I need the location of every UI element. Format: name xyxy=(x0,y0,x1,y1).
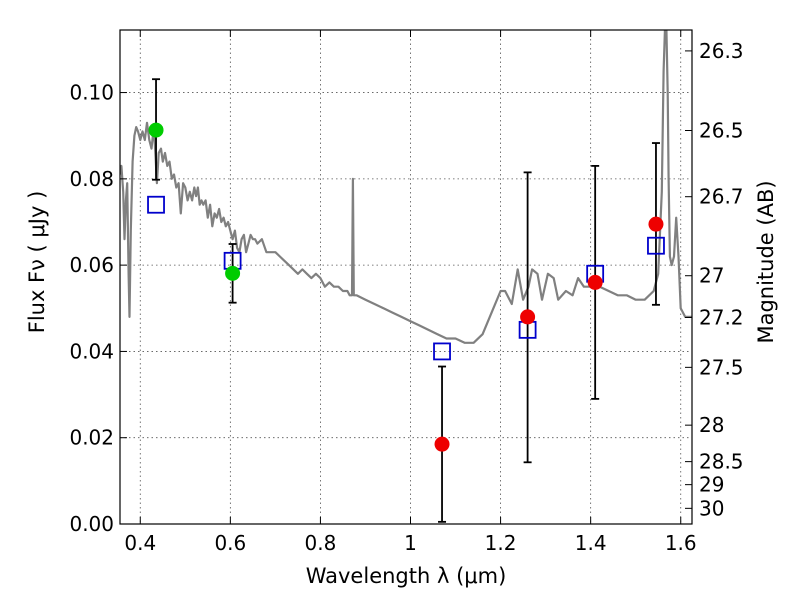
x-axis-label: Wavelength λ (μm) xyxy=(306,564,507,588)
plot-frame xyxy=(119,29,693,525)
model-flux-square xyxy=(647,236,665,255)
model-flux-square xyxy=(433,342,451,361)
axis-ticks xyxy=(120,30,692,525)
magnitude-tick-label: 27.2 xyxy=(699,305,744,329)
y-tick-label: 0.02 xyxy=(69,426,114,450)
x-tick-label: 1.6 xyxy=(665,531,697,555)
y-tick-label: 0.08 xyxy=(69,167,114,191)
magnitude-tick-label: 30 xyxy=(699,496,724,520)
y-tick-label: 0.10 xyxy=(69,81,114,105)
grid-lines xyxy=(120,30,692,525)
y-tick-label: 0.04 xyxy=(69,339,114,363)
tick-labels: 0.4 0.6 0.8 1 1.2 1.4 1.6 0.00 0.02 0.04 0.06 0.08 0… xyxy=(69,39,743,555)
observed-flux-point xyxy=(587,274,603,290)
model-flux-square xyxy=(147,195,165,214)
observed-flux-point xyxy=(434,436,450,452)
observed-point-layer xyxy=(148,122,664,452)
observed-flux-point xyxy=(225,265,241,281)
errorbar-layer xyxy=(152,78,660,523)
x-tick-label: 1.4 xyxy=(575,531,607,555)
observed-flux-point xyxy=(148,122,164,138)
sed-curve xyxy=(120,30,692,344)
magnitude-tick-label: 26.7 xyxy=(699,185,744,209)
sed-curve-layer xyxy=(120,30,692,344)
y-tick-label: 0.00 xyxy=(69,512,114,536)
magnitude-tick-label: 28 xyxy=(699,413,724,437)
x-tick-label: 0.8 xyxy=(305,531,337,555)
x-tick-label: 0.4 xyxy=(124,531,156,555)
observed-flux-point xyxy=(648,216,664,232)
magnitude-tick-label: 27.5 xyxy=(699,355,744,379)
magnitude-axis-label: Magnitude (AB) xyxy=(754,180,778,343)
y-tick-label: 0.06 xyxy=(69,253,114,277)
x-tick-label: 0.6 xyxy=(214,531,246,555)
magnitude-tick-label: 26.3 xyxy=(699,39,744,63)
observed-flux-point xyxy=(520,309,536,325)
x-tick-label: 1 xyxy=(404,531,417,555)
y-axis-label: Flux Fν ( μJy ) xyxy=(25,191,49,334)
x-tick-label: 1.2 xyxy=(485,531,517,555)
magnitude-tick-label: 26.5 xyxy=(699,118,744,142)
magnitude-tick-label: 27 xyxy=(699,264,724,288)
magnitude-tick-label: 29 xyxy=(699,473,724,497)
magnitude-tick-label: 28.5 xyxy=(699,450,744,474)
